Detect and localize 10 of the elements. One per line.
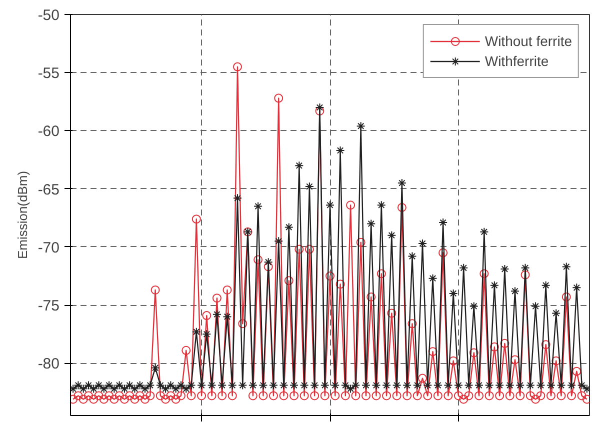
y-tick-label: -65 — [38, 181, 60, 198]
y-tick-label: -70 — [38, 239, 60, 256]
y-tick-label: -55 — [38, 65, 60, 82]
y-tick-label: -75 — [38, 298, 60, 315]
y-tick-label: -50 — [38, 7, 60, 24]
legend-label: Without ferrite — [484, 33, 572, 49]
y-tick-label: -60 — [38, 123, 60, 140]
y-axis-title: Emission(dBm) — [14, 170, 30, 260]
legend-label: Withferrite — [484, 53, 549, 69]
y-tick-label: -80 — [38, 356, 60, 373]
